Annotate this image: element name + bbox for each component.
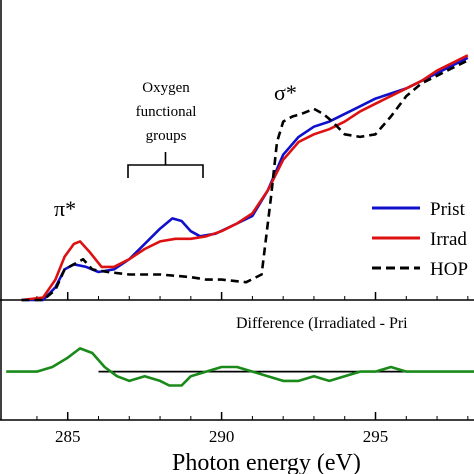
series-line-prist <box>21 56 469 302</box>
sigma-star-label: σ* <box>274 80 297 105</box>
oxygen-label-line3: groups <box>146 128 187 144</box>
series-line-hop <box>21 59 469 302</box>
x-tick-label-290: 290 <box>209 427 235 446</box>
oxygen-label-line2: functional <box>136 104 197 120</box>
legend-label-hop: HOP <box>430 259 468 280</box>
legend: Prist Irrad HOP <box>372 199 468 280</box>
legend-label-irrad: Irrad <box>430 229 467 250</box>
oxygen-label-line1: Oxygen <box>142 80 190 96</box>
x-tick-label-285: 285 <box>55 427 81 446</box>
oxygen-bracket <box>127 152 204 178</box>
x-axis-title: Photon energy (eV) <box>172 450 361 474</box>
bottom-series-group <box>6 347 474 387</box>
pi-star-label: π* <box>54 196 76 221</box>
difference-series-line <box>6 347 474 387</box>
x-ticks: 285 290 295 <box>36 292 469 446</box>
legend-label-prist: Prist <box>430 199 466 220</box>
series-line-irrad <box>21 54 469 302</box>
difference-label: Difference (Irradiated - Pri <box>236 315 408 332</box>
top-series-group <box>21 54 469 302</box>
x-tick-label-295: 295 <box>363 427 389 446</box>
